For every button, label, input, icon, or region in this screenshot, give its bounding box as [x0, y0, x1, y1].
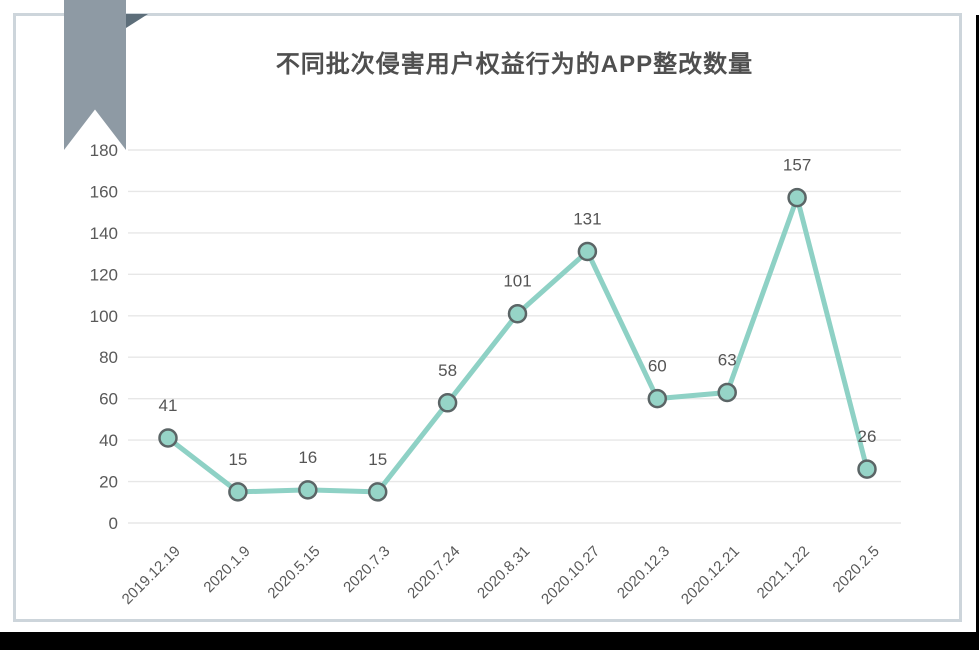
right-black-bar	[976, 15, 979, 650]
x-axis-tick-label: 2020.7.24	[404, 543, 463, 602]
y-axis-tick-label: 100	[90, 307, 118, 326]
data-point-marker	[857, 459, 877, 479]
chart-title: 不同批次侵害用户权益行为的APP整改数量	[275, 51, 754, 78]
x-axis-tick-label: 2020.8.31	[474, 543, 533, 602]
data-point-marker	[367, 482, 388, 502]
y-axis-tick-label: 180	[90, 141, 118, 160]
data-point-label: 63	[718, 350, 737, 369]
data-point-marker	[298, 480, 318, 500]
y-axis-tick-label: 140	[90, 224, 118, 243]
y-axis-tick-label: 80	[99, 348, 118, 367]
data-point-marker	[158, 428, 178, 448]
y-axis-tick-label: 60	[99, 390, 118, 409]
x-axis-tick-label: 2020.7.3	[340, 543, 393, 596]
data-point-label: 15	[228, 450, 247, 469]
y-axis-tick-label: 160	[90, 182, 118, 201]
series-line	[165, 195, 870, 495]
bottom-black-bar	[0, 632, 979, 650]
data-point-label: 131	[573, 210, 601, 229]
data-point-label: 41	[159, 396, 178, 415]
data-point-label: 101	[503, 272, 531, 291]
data-point-marker	[647, 388, 668, 409]
data-point-label: 157	[783, 156, 811, 175]
data-point-marker	[577, 241, 598, 262]
x-axis-tick-label: 2020.12.21	[678, 543, 743, 608]
x-axis-tick-label: 2020.1.9	[200, 543, 253, 596]
data-point-label: 26	[858, 427, 877, 446]
x-axis-tick-label: 2020.5.15	[264, 543, 323, 602]
y-axis-tick-label: 20	[99, 473, 118, 492]
data-point-label: 58	[438, 361, 457, 380]
data-point-label: 60	[648, 357, 667, 376]
data-point-marker	[787, 187, 807, 208]
data-point-label: 16	[298, 448, 317, 467]
x-axis-tick-label: 2020.2.5	[830, 543, 883, 596]
data-point-marker	[437, 393, 458, 413]
y-axis-tick-label: 40	[99, 431, 118, 450]
x-axis-tick-label: 2021.1.22	[754, 543, 813, 602]
data-point-marker	[507, 303, 528, 324]
data-point-label: 15	[368, 450, 387, 469]
y-axis-tick-label: 120	[90, 265, 118, 284]
data-point-marker	[717, 382, 737, 403]
x-axis-tick-label: 2020.10.27	[538, 543, 603, 608]
y-axis-tick-label: 0	[109, 514, 118, 533]
data-point-marker	[228, 482, 248, 502]
chart-card	[13, 13, 962, 622]
x-axis-tick-label: 2019.12.19	[119, 543, 184, 608]
x-axis-tick-label: 2020.12.3	[614, 543, 673, 602]
